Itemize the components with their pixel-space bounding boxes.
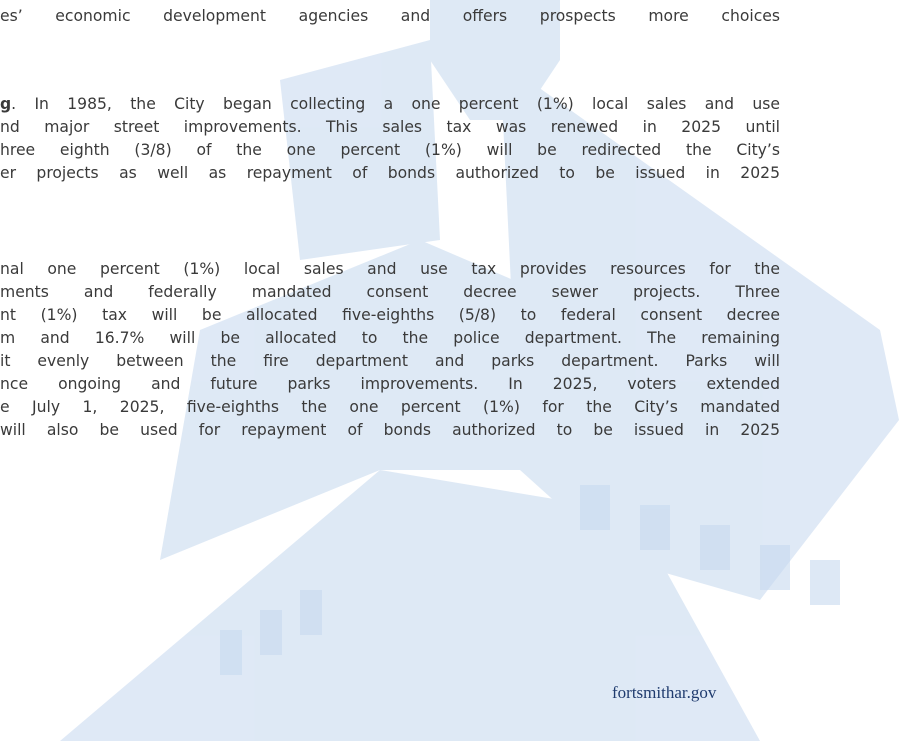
text-line: ments and federally mandated consent dec… [0,281,780,304]
text-line: nt (1%) tax will be allocated five-eight… [0,304,780,327]
footer-url: fortsmithar.gov [612,683,716,703]
text-line: m and 16.7% will be allocated to the pol… [0,327,780,350]
text-line: er projects as well as repayment of bond… [0,162,780,185]
text-line: it evenly between the fire department an… [0,350,780,373]
text-line: es’ economic development agencies and of… [0,5,780,28]
page: {"paragraphs": [ {"lines": ["es’ economi… [0,0,899,741]
text-line: nce ongoing and future parks improvement… [0,373,780,396]
text-line: e July 1, 2025, five-eighths the one per… [0,396,780,419]
line-text: . In 1985, the City began collecting a o… [11,95,780,113]
text-line: nal one percent (1%) local sales and use… [0,258,780,281]
text-line: hree eighth (3/8) of the one percent (1%… [0,139,780,162]
text-line: nd major street improvements. This sales… [0,116,780,139]
bold-lead: g [0,95,11,113]
text-line: g. In 1985, the City began collecting a … [0,93,780,116]
text-line: will also be used for repayment of bonds… [0,419,780,442]
